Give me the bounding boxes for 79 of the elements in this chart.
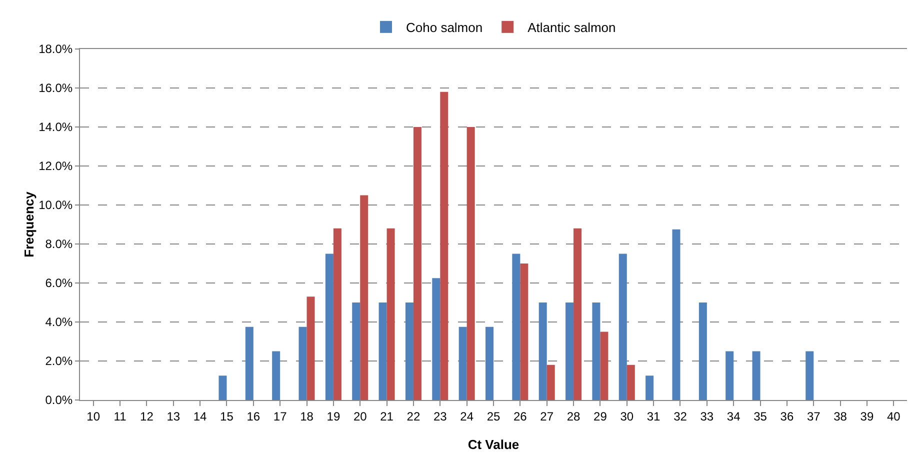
x-tick-label: 15 <box>220 409 234 424</box>
x-tick-label: 11 <box>114 409 127 424</box>
x-tick-label: 20 <box>353 409 368 424</box>
y-tick-label: 18.0% <box>38 42 73 56</box>
bar <box>352 302 360 400</box>
x-tick-label: 25 <box>486 409 500 424</box>
x-tick-label: 38 <box>834 409 848 424</box>
y-tick-label: 16.0% <box>38 81 73 96</box>
bar <box>626 364 635 400</box>
x-axis-title: Ct Value <box>468 437 520 452</box>
x-tick-label: 31 <box>646 409 661 424</box>
y-tick-label: 14.0% <box>38 120 73 134</box>
x-tick-label: 21 <box>380 409 394 424</box>
bar <box>646 376 654 400</box>
bar <box>272 351 280 400</box>
bar <box>672 229 680 400</box>
y-tick-label: 0.0% <box>45 393 73 408</box>
y-axis-title: Frequency <box>22 190 37 258</box>
x-tick-label: 30 <box>620 409 634 424</box>
bar <box>333 228 342 400</box>
legend-label: Atlantic salmon <box>528 20 616 35</box>
bar <box>600 332 608 400</box>
bar <box>298 326 307 400</box>
bar <box>574 228 582 400</box>
bar <box>566 302 574 400</box>
x-tick-label: 23 <box>433 409 448 424</box>
bar <box>538 302 547 400</box>
x-tick-label: 32 <box>674 409 688 424</box>
x-tick-label: 18 <box>300 409 314 424</box>
x-tick-label: 13 <box>166 409 180 424</box>
y-tick-label: 6.0% <box>45 276 73 290</box>
bar <box>486 326 494 400</box>
bar <box>458 326 467 400</box>
y-tick-label: 4.0% <box>45 315 73 330</box>
x-tick-label: 17 <box>273 409 288 424</box>
x-tick-label: 29 <box>594 409 608 424</box>
x-tick-label: 14 <box>193 409 208 424</box>
x-tick-label: 35 <box>754 409 768 424</box>
bar <box>512 254 520 400</box>
bar <box>378 302 387 400</box>
bar <box>592 302 600 400</box>
x-tick-label: 33 <box>700 409 714 424</box>
bar <box>386 228 395 400</box>
bar <box>726 351 734 400</box>
bar <box>325 254 334 400</box>
x-tick-label: 24 <box>460 409 474 424</box>
x-tick-label: 19 <box>326 409 340 424</box>
x-tick-label: 39 <box>860 409 874 424</box>
bar <box>546 364 555 400</box>
x-tick-label: 40 <box>886 409 901 424</box>
bar <box>806 351 814 400</box>
y-tick-label: 2.0% <box>45 354 73 368</box>
x-tick-label: 16 <box>246 409 260 424</box>
y-tick-label: 12.0% <box>38 159 73 174</box>
bar <box>752 351 760 400</box>
y-tick-label: 8.0% <box>45 237 73 252</box>
x-tick-label: 22 <box>406 409 420 424</box>
x-tick-label: 12 <box>140 409 154 424</box>
bar <box>440 92 448 400</box>
bar <box>520 264 528 400</box>
bar <box>405 302 414 400</box>
x-tick-label: 34 <box>726 409 741 424</box>
bar <box>218 376 227 400</box>
bar <box>466 127 475 400</box>
bar <box>432 278 440 400</box>
bar <box>360 195 368 400</box>
x-tick-label: 27 <box>540 409 554 424</box>
x-tick-label: 26 <box>514 409 528 424</box>
bar <box>618 254 627 400</box>
legend-label: Coho salmon <box>406 20 483 35</box>
bar <box>698 302 707 400</box>
x-tick-label: 37 <box>806 409 821 424</box>
bar <box>245 326 254 400</box>
x-tick-label: 36 <box>780 409 794 424</box>
x-tick-label: 10 <box>86 409 100 424</box>
bar <box>413 127 422 400</box>
bar <box>306 296 315 400</box>
y-tick-label: 10.0% <box>38 198 73 212</box>
x-tick-label: 28 <box>566 409 581 424</box>
